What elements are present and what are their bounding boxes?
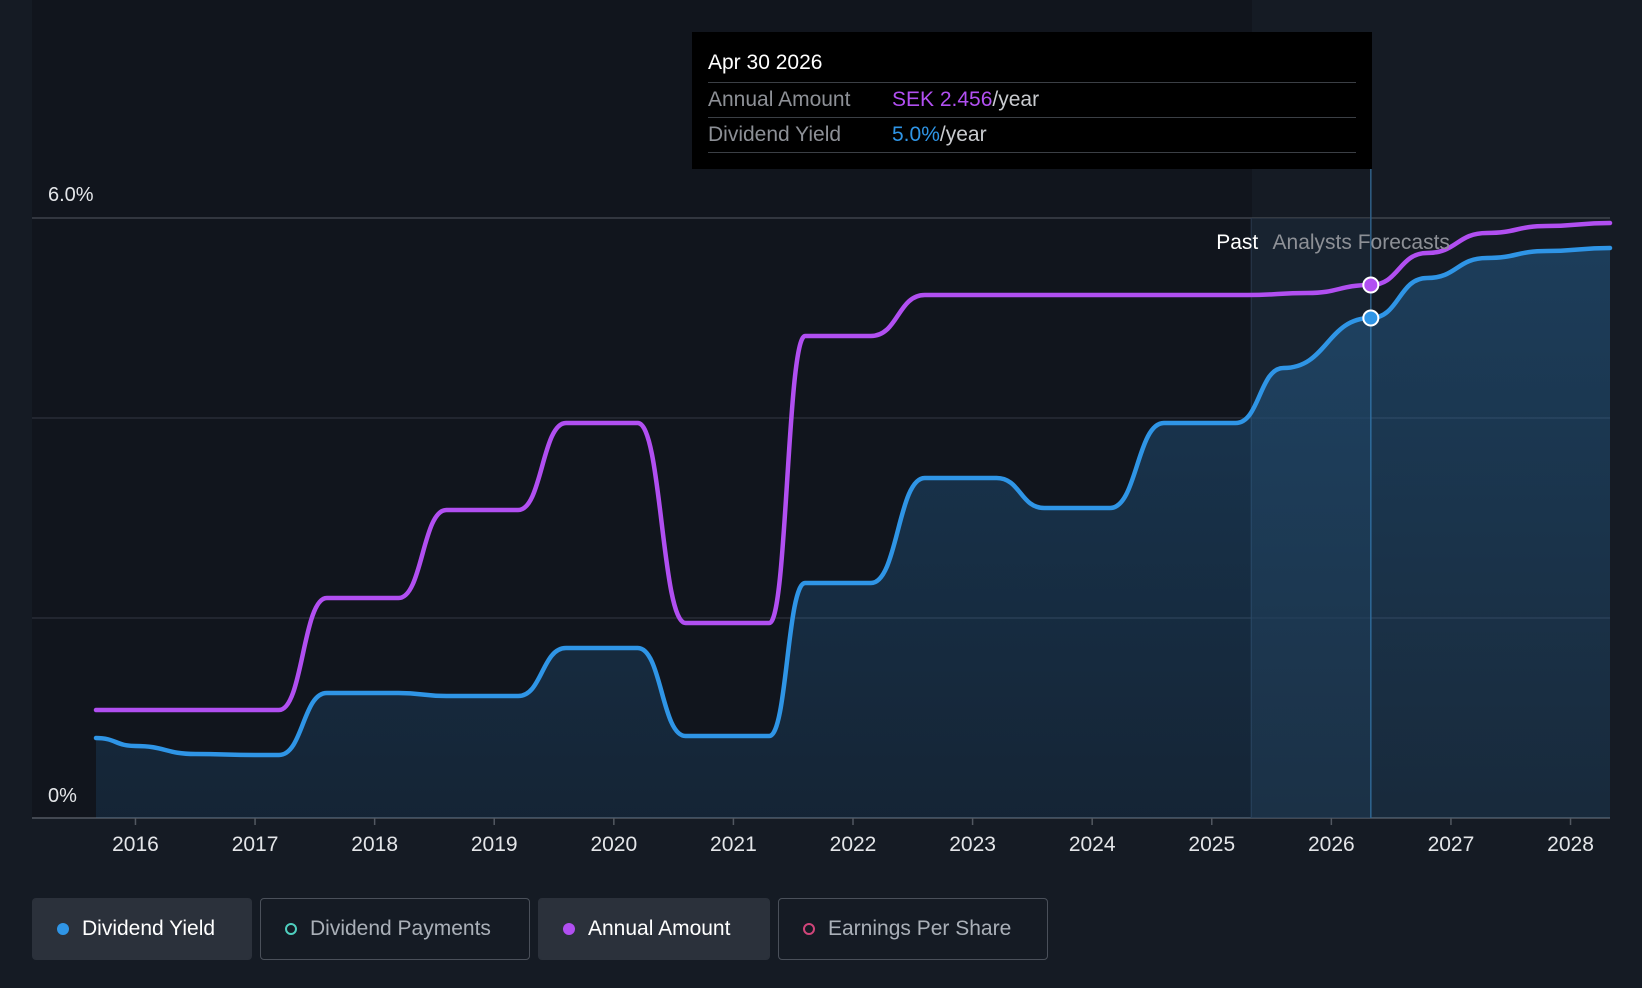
- x-tick-label: 2028: [1547, 833, 1594, 856]
- dividend-yield-area: [96, 248, 1610, 818]
- dividend-yield-line: [93, 245, 1613, 758]
- tooltip-label: Dividend Yield: [708, 123, 842, 146]
- legend-label: Earnings Per Share: [828, 917, 1012, 940]
- x-tick-label: 2025: [1188, 833, 1235, 856]
- x-tick-label: 2026: [1308, 833, 1355, 856]
- series-lines: [93, 220, 1613, 758]
- tooltip-row-annual-amount: Annual Amount SEK 2.456/year: [708, 82, 1356, 117]
- y-label-bottom: 0%: [48, 785, 77, 807]
- tooltip-value: 5.0%: [892, 123, 940, 146]
- ring-dot-icon: [803, 923, 815, 935]
- x-tick-label: 2022: [830, 833, 877, 856]
- legend-label: Dividend Yield: [82, 917, 216, 940]
- dividend-yield-hover-dot: [1362, 309, 1380, 327]
- tooltip-date: Apr 30 2026: [708, 51, 823, 74]
- tooltip-label: Annual Amount: [708, 88, 851, 111]
- axis-labels: 6.0% 0% 2016 2017 2018 2019 2020 2021 2022 2023 20…: [48, 184, 1594, 856]
- x-tick-label: 2016: [112, 833, 159, 856]
- series-areas: [96, 248, 1610, 818]
- legend-earnings-per-share[interactable]: Earnings Per Share: [778, 898, 1048, 960]
- legend-label: Dividend Payments: [310, 917, 491, 940]
- tooltip-unit: /year: [939, 123, 987, 146]
- tooltip-unit: /year: [992, 88, 1040, 111]
- legend-annual-amount[interactable]: Annual Amount: [538, 898, 770, 960]
- filled-dot-icon: [563, 923, 575, 935]
- y-label-top: 6.0%: [48, 184, 94, 206]
- x-tick-label: 2027: [1428, 833, 1475, 856]
- x-tick-label: 2024: [1069, 833, 1116, 856]
- tooltip-row-dividend-yield: Dividend Yield 5.0%/year: [708, 117, 1356, 153]
- ring-dot-icon: [285, 923, 297, 935]
- hover-marker[interactable]: [1362, 276, 1380, 327]
- x-tick-label: 2023: [949, 833, 996, 856]
- filled-dot-icon: [57, 923, 69, 935]
- x-tick-label: 2018: [351, 833, 398, 856]
- x-tick-label: 2020: [590, 833, 637, 856]
- x-tick-label: 2021: [710, 833, 757, 856]
- forecast-label: Analysts Forecasts: [1273, 231, 1450, 254]
- tooltip-value: SEK 2.456: [892, 88, 993, 111]
- chart-tooltip: Apr 30 2026 Annual Amount SEK 2.456/year …: [692, 32, 1372, 169]
- x-tick-label: 2017: [232, 833, 279, 856]
- annual-amount-hover-dot: [1362, 276, 1380, 294]
- annual-amount-line: [93, 220, 1613, 713]
- past-label: Past: [1216, 231, 1258, 254]
- legend-label: Annual Amount: [588, 917, 731, 940]
- x-tick-label: 2019: [471, 833, 518, 856]
- legend-dividend-yield[interactable]: Dividend Yield: [32, 898, 252, 960]
- legend-dividend-payments[interactable]: Dividend Payments: [260, 898, 530, 960]
